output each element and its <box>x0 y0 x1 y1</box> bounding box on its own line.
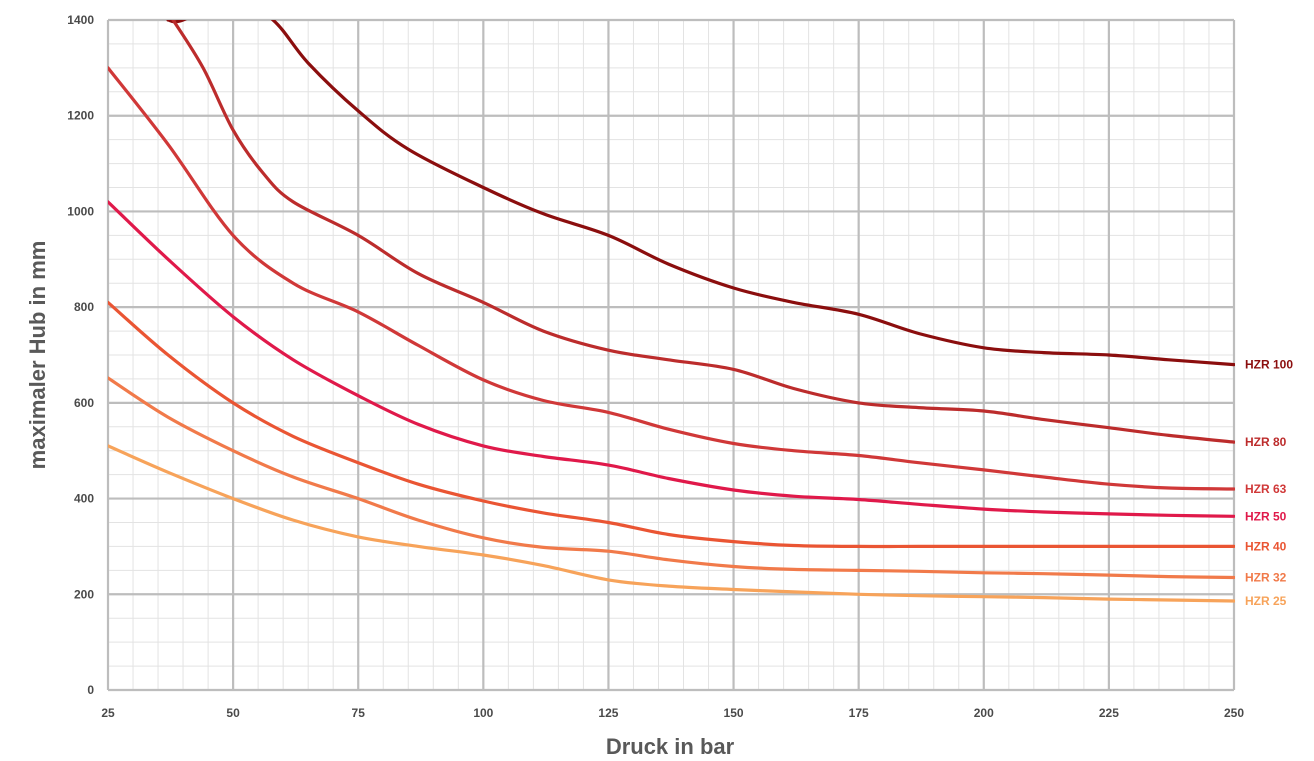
series-label-hzr-80: HZR 80 <box>1245 435 1287 449</box>
series-labels: HZR 100 HZR 80 HZR 63 HZR 50 HZR 40 HZR 32 HZR… <box>1245 358 1293 608</box>
x-axis-title: Druck in bar <box>606 734 735 759</box>
x-tick-label: 225 <box>1099 706 1119 720</box>
series-line-hzr-25 <box>108 444 1235 603</box>
series-line-hzr-80 <box>171 20 1235 444</box>
series-label-hzr-40: HZR 40 <box>1245 539 1287 553</box>
x-tick-label: 25 <box>101 706 115 720</box>
x-tick-label: 50 <box>226 706 240 720</box>
series-line-hzr-40 <box>108 300 1235 549</box>
y-tick-label: 0 <box>87 683 94 697</box>
x-tick-label: 75 <box>352 706 366 720</box>
series-label-hzr-63: HZR 63 <box>1245 482 1287 496</box>
x-axis-ticks: 25 50 75 100 125 150 175 200 225 250 <box>101 706 1244 720</box>
x-tick-label: 100 <box>473 706 493 720</box>
series-label-hzr-100: HZR 100 <box>1245 358 1293 372</box>
series-label-hzr-50: HZR 50 <box>1245 509 1287 523</box>
y-tick-label: 1000 <box>67 204 94 218</box>
y-tick-label: 800 <box>74 300 94 314</box>
series-line-hzr-63 <box>108 66 1235 491</box>
y-tick-label: 1200 <box>67 109 94 123</box>
series-lines <box>108 20 1235 603</box>
series-label-hzr-32: HZR 32 <box>1245 571 1287 585</box>
x-tick-label: 150 <box>724 706 744 720</box>
series-line-hzr-100 <box>166 20 1235 367</box>
y-tick-label: 600 <box>74 396 94 410</box>
x-tick-label: 125 <box>598 706 618 720</box>
series-line-hzr-32 <box>108 376 1235 580</box>
y-axis-ticks: 0 200 400 600 800 1000 1200 1400 <box>67 13 94 697</box>
series-line-hzr-50 <box>108 200 1235 518</box>
y-tick-label: 1400 <box>67 13 94 27</box>
x-tick-label: 175 <box>849 706 869 720</box>
x-tick-label: 200 <box>974 706 994 720</box>
y-tick-label: 400 <box>74 492 94 506</box>
series-label-hzr-25: HZR 25 <box>1245 594 1287 608</box>
x-tick-label: 250 <box>1224 706 1244 720</box>
y-axis-title: maximaler Hub in mm <box>25 241 50 470</box>
y-tick-label: 200 <box>74 587 94 601</box>
grid <box>106 18 1236 692</box>
